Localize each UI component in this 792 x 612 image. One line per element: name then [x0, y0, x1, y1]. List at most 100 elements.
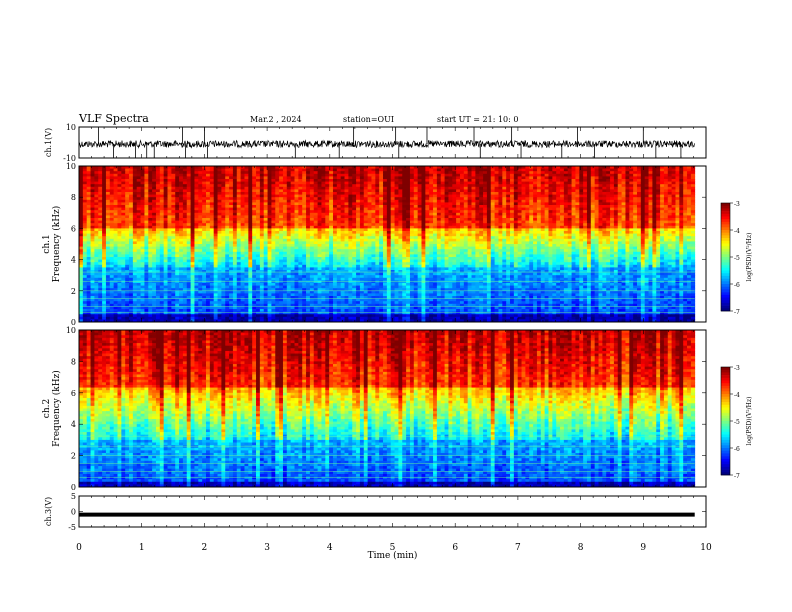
spectrogram-cell	[502, 168, 507, 172]
spectrogram-cell	[563, 212, 569, 216]
spectrogram-cell	[263, 210, 268, 214]
spectrogram-cell	[390, 241, 395, 245]
spectrogram-cell	[417, 197, 422, 201]
spectrogram-cell	[140, 212, 145, 216]
spectrogram-cell	[356, 202, 361, 206]
spectrogram-cell	[294, 168, 299, 172]
spectrogram-cell	[232, 233, 238, 237]
spectrogram-cell	[182, 192, 188, 195]
spectrogram-cell	[617, 168, 622, 172]
spectrogram-cell	[640, 197, 646, 201]
spectrogram-cell	[598, 173, 603, 177]
spectrogram-cell	[271, 223, 276, 227]
spectrogram-cell	[536, 192, 542, 195]
spectrogram-cell	[602, 192, 607, 195]
spectrogram-cell	[525, 199, 530, 203]
spectrogram-cell	[182, 228, 188, 232]
spectrogram-cell	[167, 231, 172, 234]
spectrogram-cell	[363, 223, 369, 227]
spectrogram-cell	[571, 205, 576, 208]
spectrogram-cell	[179, 189, 184, 193]
spectrogram-cell	[356, 215, 361, 219]
spectrogram-cell	[409, 184, 415, 188]
spectrogram-cell	[548, 241, 553, 245]
spectrogram-cell	[598, 166, 603, 169]
spectrogram-cell	[402, 189, 407, 193]
spectrogram-cell	[348, 205, 353, 208]
spectrogram-cell	[325, 199, 330, 203]
spectrogram-cell	[306, 173, 311, 177]
spectrogram-cell	[417, 215, 422, 219]
spectrogram-cell	[167, 181, 172, 185]
spectrogram-cell	[625, 228, 630, 232]
spectrogram-cell	[421, 207, 426, 211]
spectrogram-cell	[536, 181, 542, 185]
spectrogram-cell	[217, 244, 222, 247]
spectrogram-cell	[244, 199, 249, 203]
spectrogram-cell	[663, 207, 669, 211]
spectrogram-cell	[671, 220, 676, 224]
spectrogram-cell	[613, 238, 619, 242]
spectrogram-cell	[186, 225, 191, 229]
spectrogram-cell	[556, 225, 561, 229]
spectrogram-cell	[202, 192, 207, 195]
spectrogram-cell	[205, 236, 211, 240]
spectrogram-cell	[198, 189, 203, 193]
spectrogram-cell	[132, 179, 138, 182]
spectrogram-cell	[660, 197, 665, 201]
spectrogram-cell	[259, 168, 265, 172]
spectrogram-cell	[521, 168, 526, 172]
spectrogram-cell	[325, 233, 330, 237]
spectrogram-cell	[613, 228, 619, 232]
spectrogram-cell	[317, 189, 322, 193]
spectrogram-cell	[579, 220, 584, 224]
spectrogram-cell	[383, 199, 388, 203]
spectrogram-cell	[636, 236, 642, 240]
spectrogram-cell	[140, 186, 145, 190]
spectrogram-cell	[390, 192, 395, 195]
spectrogram-cell	[352, 231, 357, 234]
spectrogram-cell	[444, 241, 449, 245]
spectrogram-cell	[540, 179, 546, 182]
spectrogram-cell	[490, 184, 496, 188]
spectrogram-cell	[159, 212, 165, 216]
spectrogram-cell	[486, 168, 492, 172]
spectrogram-cell	[602, 205, 607, 208]
spectrogram-cell	[340, 241, 345, 245]
spectrogram-cell	[510, 236, 515, 240]
spectrogram-cell	[367, 189, 372, 193]
spectrogram-cell	[498, 173, 503, 177]
spectrogram-cell	[232, 179, 238, 182]
spectrogram-cell	[232, 212, 238, 216]
spectrogram-cell	[629, 168, 634, 172]
spectrogram-cell	[236, 228, 242, 232]
spectrogram-cell	[313, 210, 318, 214]
spectrogram-cell	[652, 215, 657, 219]
spectrogram-cell	[109, 168, 115, 172]
spectrogram-cell	[421, 202, 426, 206]
spectrogram-cell	[90, 236, 95, 240]
spectrogram-cell	[690, 228, 696, 232]
spectrogram-cell	[359, 218, 365, 221]
spectrogram-cell	[679, 228, 684, 232]
spectrogram-cell	[521, 192, 526, 195]
spectrogram-cell	[179, 176, 184, 180]
spectrogram-cell	[240, 244, 245, 247]
spectrogram-cell	[129, 173, 134, 177]
spectrogram-cell	[683, 202, 688, 206]
spectrogram-cell	[275, 197, 280, 201]
spectrogram-cell	[536, 189, 542, 193]
spectrogram-cell	[594, 186, 599, 190]
spectrogram-cell	[494, 223, 499, 227]
spectrogram-cell	[540, 220, 546, 224]
spectrogram-cell	[217, 218, 222, 221]
spectrogram-cell	[471, 199, 476, 203]
spectrogram-cell	[136, 194, 141, 198]
spectrogram-cell	[232, 186, 238, 190]
spectrogram-cell	[594, 207, 599, 211]
spectrogram-cell	[179, 225, 184, 229]
spectrogram-cell	[371, 179, 376, 182]
spectrogram-cell	[79, 168, 84, 172]
spectrogram-cell	[263, 205, 268, 208]
spectrogram-cell	[417, 205, 422, 208]
